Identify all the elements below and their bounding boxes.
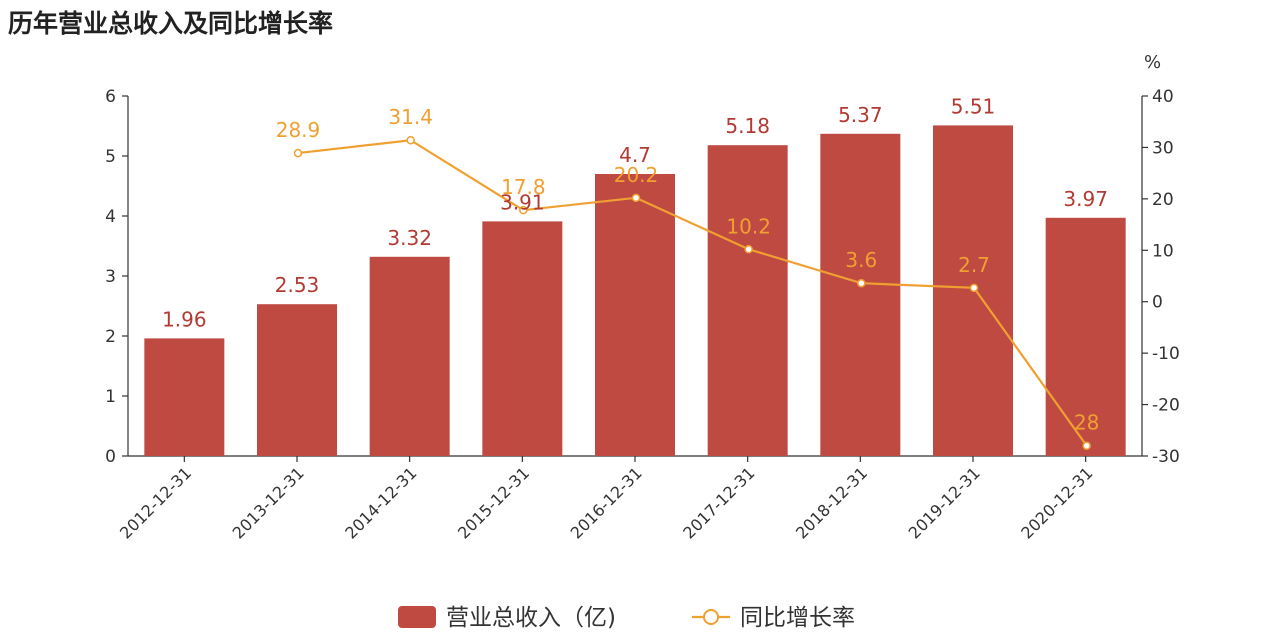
line-value-label: 20.2 xyxy=(614,163,659,187)
y-axis-right-unit: % xyxy=(1144,52,1161,73)
legend-label-revenue: 营业总收入（亿) xyxy=(446,605,616,631)
bar xyxy=(257,304,337,456)
line-point xyxy=(406,135,415,145)
chart-title: 历年营业总收入及同比增长率 xyxy=(8,9,334,38)
x-tick-label: 2012-12-31 xyxy=(116,463,195,542)
y-tick-label-left: 4 xyxy=(105,207,116,227)
line-point xyxy=(519,205,528,215)
bar xyxy=(144,338,225,456)
bar-value-label: 1.96 xyxy=(162,307,207,331)
bar-series xyxy=(144,125,1126,457)
line-point xyxy=(631,193,641,203)
bar xyxy=(369,256,450,456)
legend-label-growth: 同比增长率 xyxy=(740,605,855,631)
y-tick-label-left: 0 xyxy=(105,447,116,467)
bar-value-label: 3.91 xyxy=(500,190,545,214)
legend-swatch-marker xyxy=(703,609,719,625)
line-value-label: 17.8 xyxy=(501,175,546,199)
y-tick-label-right: -10 xyxy=(1152,344,1180,364)
bar-value-label: 3.32 xyxy=(387,226,432,250)
line-point xyxy=(744,245,753,254)
bar xyxy=(820,133,901,457)
y-tick-label-left: 2 xyxy=(105,327,116,347)
line-value-label: 31.4 xyxy=(388,105,433,129)
y-tick-label-right: 40 xyxy=(1152,87,1174,107)
line-value-label: 10.2 xyxy=(726,214,771,238)
x-tick-label: 2018-12-31 xyxy=(792,463,871,542)
x-tick-label: 2019-12-31 xyxy=(905,463,984,542)
bar xyxy=(1045,217,1126,456)
bar xyxy=(482,221,563,456)
line-point xyxy=(1082,441,1091,450)
y-tick-label-left: 3 xyxy=(105,267,116,287)
line-point xyxy=(969,283,979,293)
bar-value-label: 2.53 xyxy=(275,273,320,297)
x-tick-label: 2015-12-31 xyxy=(454,463,533,542)
bar-value-label: 5.18 xyxy=(725,114,770,138)
bar-value-label: 3.97 xyxy=(1063,187,1108,211)
y-tick-label-right: 0 xyxy=(1152,293,1163,313)
line-value-label: 2.7 xyxy=(958,253,990,277)
x-tick-label: 2016-12-31 xyxy=(567,463,646,542)
legend-swatch-bar xyxy=(398,606,436,628)
y-tick-label-right: 20 xyxy=(1152,190,1174,210)
line-point xyxy=(293,148,303,158)
x-tick-label: 2020-12-31 xyxy=(1017,463,1096,542)
growth-line xyxy=(297,139,1088,447)
line-point xyxy=(857,278,866,288)
bar-value-label: 5.51 xyxy=(951,94,996,118)
x-tick-label: 2014-12-31 xyxy=(341,463,420,542)
y-tick-label-right: 30 xyxy=(1152,138,1174,158)
y-tick-label-left: 5 xyxy=(105,147,116,167)
y-tick-label-right: -30 xyxy=(1152,447,1180,467)
legend-item-revenue[interactable]: 营业总收入（亿) xyxy=(398,605,616,631)
y-tick-label-left: 6 xyxy=(105,87,116,107)
bar xyxy=(595,174,675,456)
line-value-label: 3.6 xyxy=(845,248,877,272)
line-series xyxy=(293,135,1091,450)
bar-value-label: 5.37 xyxy=(838,103,883,127)
bar xyxy=(707,145,788,456)
legend[interactable]: 营业总收入（亿) 同比增长率 xyxy=(398,605,855,631)
y-tick-label-right: 10 xyxy=(1152,241,1174,261)
x-tick-label: 2013-12-31 xyxy=(229,463,308,542)
legend-item-growth[interactable]: 同比增长率 xyxy=(692,605,855,631)
line-value-label: 28 xyxy=(1074,411,1099,435)
data-labels: 1.96 2.53 3.32 3.91 4.7 5.18 5.37 5.51 3.97 28.9 3… xyxy=(162,94,1108,434)
x-tick-label: 2017-12-31 xyxy=(679,463,758,542)
line-value-label: 28.9 xyxy=(276,118,321,142)
y-tick-label-left: 1 xyxy=(105,387,116,407)
bar-value-label: 4.7 xyxy=(619,143,651,167)
y-tick-label-right: -20 xyxy=(1152,396,1180,416)
